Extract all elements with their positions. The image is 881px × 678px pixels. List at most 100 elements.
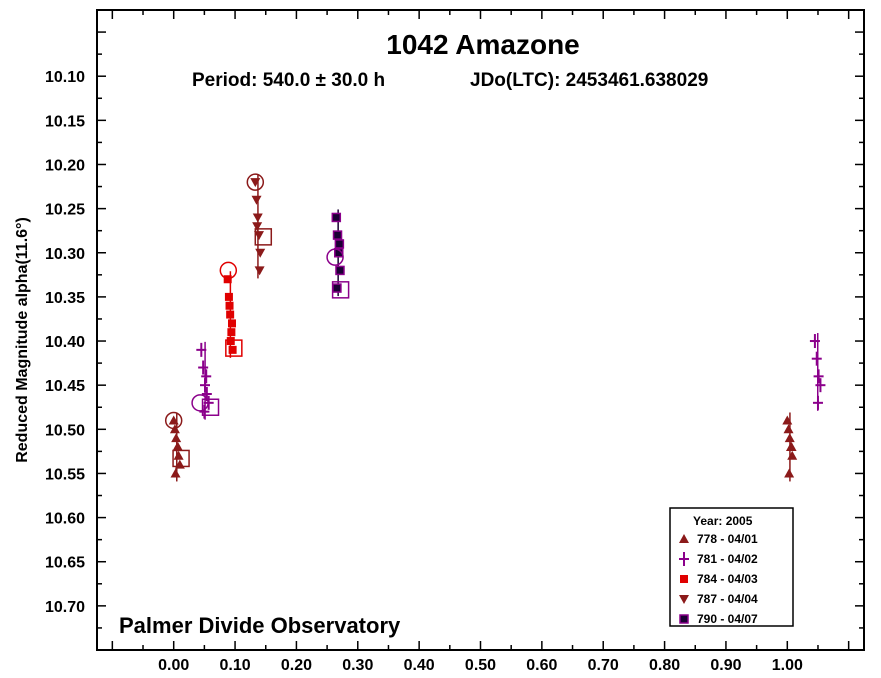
data-point <box>782 415 793 425</box>
x-tick-label: 0.80 <box>649 657 680 674</box>
series-1 <box>191 333 826 420</box>
data-point <box>809 334 820 349</box>
data-point <box>201 369 212 384</box>
data-point <box>332 283 342 293</box>
data-point <box>784 433 795 443</box>
y-tick-label: 10.50 <box>45 422 85 439</box>
data-point <box>811 351 822 366</box>
y-tick-label: 10.70 <box>45 599 85 616</box>
x-tick-label: 0.50 <box>465 657 496 674</box>
data-point <box>252 222 263 232</box>
legend-entry: 790 - 04/07 <box>697 612 758 626</box>
open-square-marker <box>172 449 190 468</box>
data-point <box>679 552 689 566</box>
data-point <box>225 301 234 310</box>
data-point <box>680 575 688 583</box>
data-point <box>815 378 826 393</box>
data-point <box>254 266 265 276</box>
data-point <box>255 248 266 258</box>
x-tick-label: 0.10 <box>219 657 250 674</box>
data-point <box>228 345 237 354</box>
data-point <box>227 328 236 337</box>
y-tick-label: 10.15 <box>45 113 85 130</box>
open-circle-marker <box>164 411 183 430</box>
data-point <box>168 415 179 425</box>
open-circle-marker <box>326 248 344 266</box>
data-point <box>251 195 262 205</box>
data-point <box>199 404 210 419</box>
y-tick-label: 10.40 <box>45 334 85 351</box>
observatory-watermark: Palmer Divide Observatory <box>119 613 401 638</box>
data-point <box>787 450 798 460</box>
data-point <box>199 378 210 393</box>
data-point <box>784 468 795 478</box>
open-square-marker <box>201 398 220 416</box>
y-tick-label: 10.65 <box>45 555 85 572</box>
data-marks <box>164 173 826 482</box>
legend-entry: 784 - 04/03 <box>697 572 758 586</box>
data-point <box>250 178 261 188</box>
period-label: Period: 540.0 ± 30.0 h <box>192 70 385 91</box>
data-point <box>334 248 344 258</box>
data-point <box>252 213 263 223</box>
legend-entry: 781 - 04/02 <box>697 552 758 566</box>
open-circle-marker <box>219 261 238 280</box>
legend: Year: 2005 778 - 04/01 781 - 04/02 784 - 0… <box>669 507 794 627</box>
data-point <box>783 424 794 434</box>
legend-title: Year: 2005 <box>693 514 753 528</box>
series-0 <box>164 411 798 482</box>
data-point <box>679 614 689 624</box>
series-2 <box>219 261 243 358</box>
data-point <box>786 441 797 451</box>
data-point <box>334 239 345 249</box>
data-point <box>679 595 689 604</box>
open-circle-marker <box>246 173 265 191</box>
open-circle-marker <box>191 394 209 412</box>
y-tick-label: 10.30 <box>45 246 85 263</box>
series-4 <box>326 209 350 299</box>
open-square-marker <box>331 281 350 299</box>
data-point <box>331 212 342 223</box>
x-tick-label: 0.70 <box>588 657 619 674</box>
legend-entry: 787 - 04/04 <box>697 592 758 606</box>
data-point <box>172 441 183 451</box>
data-point <box>679 534 689 543</box>
series-3 <box>246 173 273 279</box>
legend-box <box>669 507 794 627</box>
data-point <box>226 337 235 346</box>
legend-entry: 778 - 04/01 <box>697 532 758 546</box>
open-square-marker <box>254 228 273 246</box>
y-tick-label: 10.35 <box>45 290 85 307</box>
x-tick-label: 0.60 <box>526 657 557 674</box>
y-axis-label: Reduced Magnitude alpha(11.6°) <box>14 217 31 463</box>
x-tick-label: 0.90 <box>710 657 741 674</box>
data-point <box>332 230 343 240</box>
axis-ticks: 0.00 0.10 0.20 0.30 0.40 0.50 0.60 0.70 0.80 0.90… <box>45 9 864 674</box>
y-tick-label: 10.45 <box>45 378 85 395</box>
data-point <box>198 360 209 375</box>
data-point <box>335 265 345 276</box>
chart-title: 1042 Amazone <box>386 29 580 60</box>
y-tick-label: 10.20 <box>45 157 85 174</box>
data-point <box>813 369 824 384</box>
y-tick-label: 10.10 <box>45 69 85 86</box>
y-tick-label: 10.60 <box>45 511 85 528</box>
data-point <box>253 231 264 241</box>
x-tick-label: 0.30 <box>342 657 373 674</box>
data-point <box>170 468 181 478</box>
data-point <box>223 275 232 284</box>
epoch-label: JDo(LTC): 2453461.638029 <box>470 70 708 91</box>
data-point <box>171 433 182 443</box>
y-tick-label: 10.25 <box>45 202 85 219</box>
data-point <box>227 319 236 328</box>
y-tick-label: 10.55 <box>45 466 85 483</box>
x-tick-label: 0.00 <box>158 657 189 674</box>
data-point <box>196 342 207 357</box>
x-tick-label: 1.00 <box>772 657 803 674</box>
open-square-marker <box>225 339 243 357</box>
data-point <box>173 450 184 460</box>
data-point <box>224 292 233 301</box>
x-tick-label: 0.40 <box>404 657 435 674</box>
data-point <box>812 395 823 410</box>
